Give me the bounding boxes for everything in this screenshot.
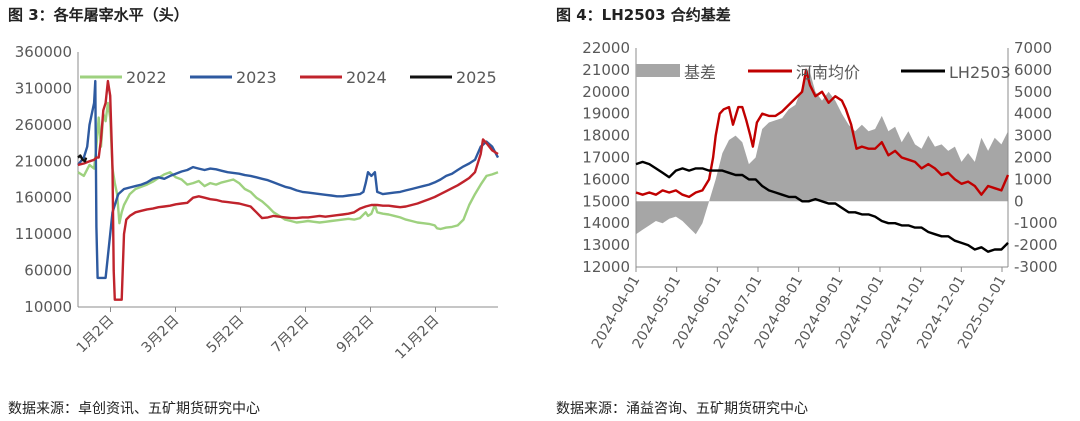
y-tick-label: 360000 — [15, 43, 72, 61]
chart-panel-left: 图 3：各年屠宰水平（头） 10000 60000 110000 160000 2100… — [8, 0, 508, 421]
y-right-tick-label: -2000 — [1014, 236, 1058, 254]
y-right-tick-label: 2000 — [1014, 149, 1052, 167]
x-tick-label: 7月2日 — [269, 313, 313, 357]
y-left-tick-label: 14000 — [582, 214, 630, 232]
legend-label-2024: 2024 — [346, 68, 387, 87]
y-left-tick-label: 18000 — [582, 127, 630, 145]
y-left-tick-label: 21000 — [582, 61, 630, 79]
y-right-tick-label: 5000 — [1014, 83, 1052, 101]
y-tick-label: 60000 — [24, 262, 72, 280]
series-area-基差 — [636, 67, 1008, 235]
series-line-2024 — [77, 79, 499, 301]
y-left-tick-label: 13000 — [582, 236, 630, 254]
legend-label-2023: 2023 — [236, 68, 277, 87]
x-tick-label: 9月2日 — [334, 313, 378, 357]
series-line-2025 — [77, 154, 88, 163]
source-note-left: 数据来源：卓创资讯、五矿期货研究中心 — [8, 401, 260, 417]
legend-label-基差: 基差 — [684, 63, 716, 82]
y-right-tick-label: 4000 — [1014, 105, 1052, 123]
x-tick-label: 1月2日 — [74, 313, 118, 357]
y-right-tick-label: 3000 — [1014, 127, 1052, 145]
lh2503-basis-chart: 12000 13000 14000 15000 16000 17000 18000 19000… — [582, 39, 1058, 351]
legend-label-2025: 2025 — [456, 68, 497, 87]
y-tick-label: 110000 — [15, 225, 72, 243]
y-tick-label: 210000 — [15, 152, 72, 170]
y-left-tick-label: 17000 — [582, 149, 630, 167]
series-line-2022 — [77, 101, 499, 231]
slaughter-level-chart: 10000 60000 110000 160000 210000 260000 310000… — [15, 43, 500, 363]
legend-label-河南均价: 河南均价 — [796, 63, 860, 82]
x-tick-label: 5月2日 — [204, 313, 248, 357]
legend-swatch-基差 — [636, 64, 680, 77]
x-tick-label: 3月2日 — [139, 313, 183, 357]
series-line-LH2503 — [635, 160, 1009, 253]
y-right-tick-label: 1000 — [1014, 170, 1052, 188]
y-left-tick-label: 20000 — [582, 83, 630, 101]
y-left-tick-label: 15000 — [582, 192, 630, 210]
y-right-tick-label: -3000 — [1014, 258, 1058, 276]
chart-panel-right: 图 4：LH2503 合约基差 12000 13000 14000 15000 1600… — [556, 0, 1076, 421]
series-line-河南均价 — [635, 68, 1010, 199]
y-tick-label: 160000 — [15, 189, 72, 207]
chart-title-right: 图 4：LH2503 合约基差 — [556, 6, 731, 24]
y-left-tick-label: 22000 — [582, 39, 630, 57]
series-line-2023 — [77, 79, 500, 280]
y-right-tick-label: -1000 — [1014, 214, 1058, 232]
y-tick-label: 310000 — [15, 79, 72, 97]
y-right-tick-label: 0 — [1014, 192, 1024, 210]
y-left-tick-label: 19000 — [582, 105, 630, 123]
y-right-tick-label: 7000 — [1014, 39, 1052, 57]
y-left-tick-label: 16000 — [582, 170, 630, 188]
y-right-tick-label: 6000 — [1014, 61, 1052, 79]
y-tick-label: 10000 — [24, 298, 72, 316]
x-tick-label: 11月2日 — [392, 313, 442, 363]
legend-label-2022: 2022 — [126, 68, 167, 87]
source-note-right: 数据来源：涌益咨询、五矿期货研究中心 — [556, 401, 808, 417]
y-left-tick-label: 12000 — [582, 258, 630, 276]
y-tick-label: 260000 — [15, 116, 72, 134]
legend-label-LH2503: LH2503 — [949, 63, 1011, 82]
chart-title-left: 图 3：各年屠宰水平（头） — [8, 6, 189, 24]
